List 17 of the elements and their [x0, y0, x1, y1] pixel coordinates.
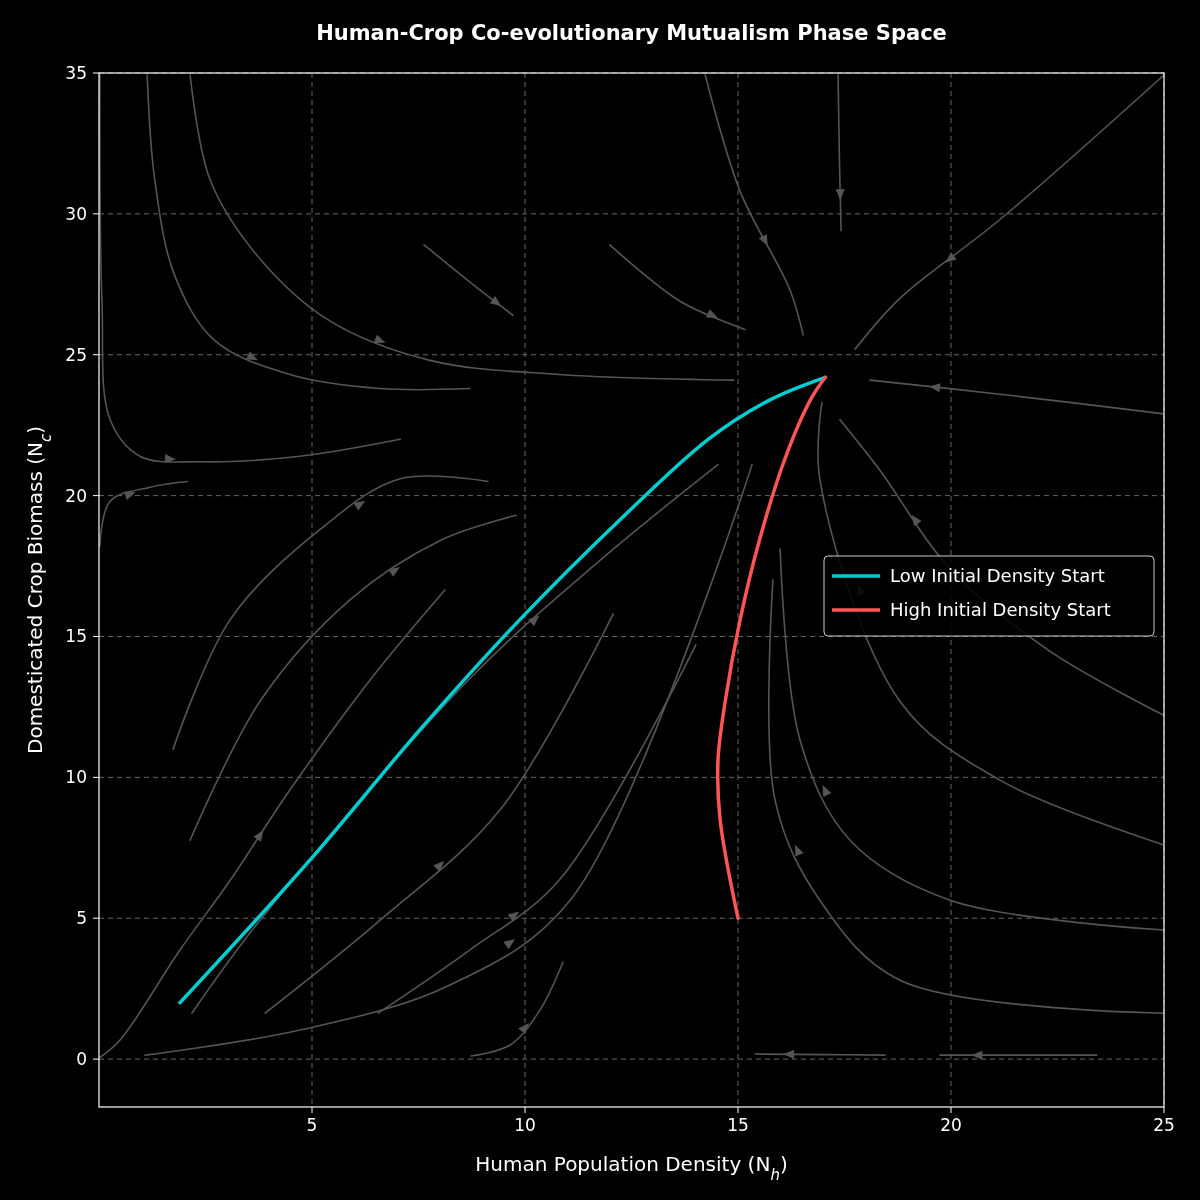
y-tick-label: 30: [65, 203, 87, 224]
chart-title: Human-Crop Co-evolutionary Mutualism Phase Space: [316, 21, 947, 45]
legend-label: High Initial Density Start: [890, 599, 1111, 620]
y-tick-label: 25: [65, 344, 87, 365]
y-tick-label: 5: [76, 908, 87, 929]
y-tick-label: 0: [76, 1049, 87, 1070]
y-tick-label: 20: [65, 485, 87, 506]
x-tick-label: 25: [1153, 1115, 1175, 1135]
y-tick-label: 35: [65, 63, 87, 83]
x-axis-title: Human Population Density (N$_{h}$): [475, 1152, 788, 1184]
x-tick-label: 15: [727, 1115, 749, 1135]
x-tick-label: 5: [306, 1115, 318, 1135]
y-tick-label: 10: [65, 767, 87, 788]
y-tick-label: 15: [65, 626, 87, 647]
x-tick-label: 20: [940, 1115, 962, 1135]
x-tick-label: 10: [514, 1115, 536, 1135]
legend-label: Low Initial Density Start: [890, 565, 1105, 586]
